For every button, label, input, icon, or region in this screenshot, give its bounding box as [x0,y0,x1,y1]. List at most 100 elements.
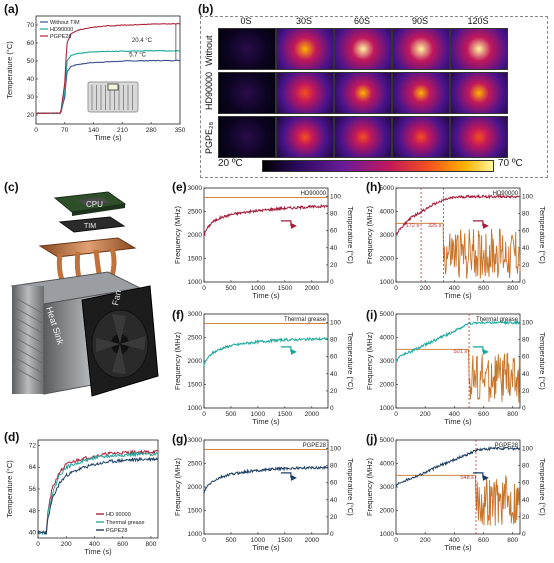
frequency-line [396,222,521,279]
thermal-time-label: 60S [353,16,370,26]
y-right-tick-label: 100 [330,320,341,327]
frequency-line [396,474,521,526]
y-axis-label: Frequency (MHz) [173,332,182,390]
temperature-line [395,193,521,235]
y-right-tick-label: 40 [330,371,338,378]
y-tick-label: 56 [29,486,37,493]
y-right-axis-label: Temperature (°C) [346,206,355,264]
y-right-tick-label: 0 [522,531,526,538]
y-right-tick-label: 80 [522,211,530,218]
y-right-tick-label: 100 [522,320,533,327]
y-tick-label: 30 [27,94,35,101]
y-right-axis-label: Temperature (°C) [538,332,547,390]
axis-arrow-icon [472,346,484,352]
y-right-tick-label: 40 [522,245,530,252]
x-tick-label: 0 [394,411,398,418]
plot-frame [203,187,329,283]
x-tick-label: 800 [507,285,518,292]
y-tick-label: 5000 [380,437,395,444]
thermal-image-cell [218,72,276,114]
y-tick-label: 2000 [188,358,203,365]
x-tick-label: 600 [478,537,489,544]
y-tick-label: 64 [29,464,37,471]
panel-label-d: (d) [4,430,20,444]
thermal-row-label: PGPE₂₈ [204,121,214,154]
panel-label-j: (j) [366,432,378,446]
y-tick-label: 3000 [380,484,395,491]
plot-inline-title: PGPE28 [303,443,327,449]
thermal-time-label: 0S [240,16,252,26]
y-right-tick-label: 60 [522,480,530,487]
plot-frame [35,15,181,125]
chart-a: 0 70 140 210 280 350 20 30 40 50 60 70 Time (s) Tempe… [5,15,186,142]
y-tick-label: 48 [29,508,37,515]
x-tick-label: 210 [117,127,128,134]
y-tick-label: 1500 [188,256,203,263]
axis-arrow-icon [280,220,292,226]
y-tick-label: 5000 [380,311,395,318]
thermal-image-cell [334,72,392,114]
arrow-head [482,348,489,355]
x-tick-label: 350 [175,127,186,134]
y-right-tick-label: 40 [522,371,530,378]
y-tick-label: 1000 [188,531,203,538]
x-axis-label: Time (s) [252,417,280,426]
y-right-tick-label: 40 [522,497,530,504]
x-axis-label: Time (s) [444,291,472,300]
annotation-delta-1: 20.4 °C [132,38,153,44]
plot-inline-title: PGPE28 [495,443,519,449]
y-tick-label: 2500 [188,209,203,216]
x-tick-label: 1000 [251,285,266,292]
thermal-image-cell [276,72,334,114]
y-right-axis-label: Temperature (°C) [346,458,355,516]
x-tick-label: 200 [420,411,431,418]
y-tick-label: 3000 [188,185,203,192]
y-right-axis-label: Temperature (°C) [346,332,355,390]
temperature-line [203,465,329,494]
y-right-tick-label: 0 [522,279,526,286]
plot-frame [203,313,329,409]
x-axis-label: Time (s) [252,543,280,552]
tim-label: TIM [84,223,96,230]
y-tick-label: 1000 [188,279,203,286]
y-tick-label: 60 [27,40,35,47]
x-tick-label: 2000 [305,411,320,418]
y-right-tick-label: 80 [522,337,530,344]
y-tick-label: 1500 [188,508,203,515]
x-tick-label: 2000 [305,285,320,292]
x-tick-label: 400 [449,537,460,544]
heat-pipe-icon [56,247,117,283]
y-tick-label: 4000 [380,335,395,342]
thermal-image-cell [276,28,334,70]
y-tick-label: 1000 [380,279,395,286]
chart-g: 0 500 1000 1500 200010001500200025003000Time… [173,437,355,552]
x-tick-label: 0 [394,285,398,292]
y-axis-label: Frequency (MHz) [365,332,374,390]
y-right-tick-label: 60 [330,480,338,487]
y-right-tick-label: 0 [330,279,334,286]
arrow-head [290,348,297,355]
x-tick-label: 70 [61,127,69,134]
thermal-time-label: 120S [467,16,489,26]
y-axis-label: Temperature (°C) [5,41,14,99]
y-axis-label: Frequency (MHz) [365,458,374,516]
x-tick-label: 0 [34,127,38,134]
legend-label: Thermal grease [106,520,145,526]
temperature-line [203,203,329,236]
x-tick-label: 600 [478,411,489,418]
y-tick-label: 2000 [380,256,395,263]
temperature-line [395,319,521,362]
series-line-1 [38,451,159,536]
y-right-axis-label: Temperature (°C) [538,458,547,516]
arrow-head [482,222,489,229]
y-right-axis-label: Temperature (°C) [538,206,547,264]
chart-d: 0 200 400 600 800 40 48 56 64 72 Time (s) Temperatu… [5,439,159,556]
y-right-tick-label: 100 [330,194,341,201]
y-axis-label: Frequency (MHz) [173,206,182,264]
x-tick-label: 140 [88,127,99,134]
y-tick-label: 40 [27,76,35,83]
panel-label-a: (a) [4,2,19,16]
y-tick-label: 5000 [380,185,395,192]
